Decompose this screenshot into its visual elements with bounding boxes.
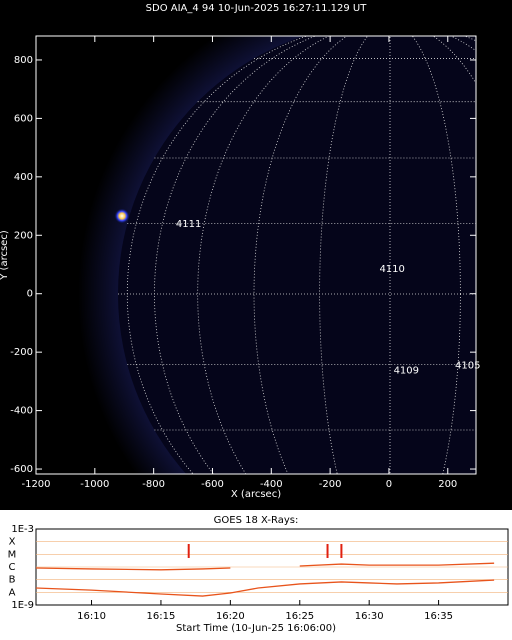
- x-tick-label: 16:15: [147, 611, 176, 622]
- heliographic-grid: [118, 36, 476, 474]
- y-label: Y (arcsec): [0, 230, 10, 281]
- flux-line: [35, 562, 495, 571]
- y-tick-label: -200: [10, 347, 33, 358]
- x-tick-label: 16:25: [285, 611, 314, 622]
- x-tick-label: -800: [142, 479, 165, 490]
- region-label: 4109: [394, 365, 419, 376]
- x-tick-label: 16:30: [355, 611, 384, 622]
- x-tick-label: 200: [438, 479, 457, 490]
- x-tick-label: -1200: [21, 479, 50, 490]
- goes-title: GOES 18 X-Rays:: [214, 515, 299, 526]
- plot-frame: [35, 35, 477, 475]
- class-label: X: [9, 537, 16, 548]
- x-tick-label: -400: [260, 479, 283, 490]
- x-tick-label: 16:20: [216, 611, 245, 622]
- class-label: M: [8, 549, 17, 560]
- goes-x-label: Start Time (10-Jun-25 16:06:00): [176, 623, 336, 634]
- y-tick-label: 0: [27, 289, 33, 300]
- sun-image: [78, 36, 476, 474]
- class-label: C: [9, 562, 16, 573]
- bottom-bg: [0, 510, 512, 640]
- class-label: A: [9, 587, 16, 598]
- flux-line: [35, 579, 495, 597]
- region-label: 4110: [379, 264, 404, 275]
- region-label: 4105: [455, 360, 480, 371]
- y-tick-label: 1E-9: [11, 600, 34, 611]
- y-tick-label: 1E-3: [11, 524, 34, 535]
- x-label: X (arcsec): [231, 489, 281, 500]
- y-tick-label: 800: [14, 55, 33, 66]
- x-tick-label: 16:10: [77, 611, 106, 622]
- title: SDO AIA_4 94 10-Jun-2025 16:27:11.129 UT: [146, 3, 368, 14]
- x-tick-label: 0: [386, 479, 392, 490]
- y-tick-label: 200: [14, 230, 33, 241]
- y-tick-label: 600: [14, 113, 33, 124]
- y-tick-label: -600: [10, 464, 33, 475]
- x-tick-label: -600: [201, 479, 224, 490]
- x-tick-label: -200: [319, 479, 342, 490]
- flare: [114, 208, 130, 224]
- y-tick-label: -400: [10, 406, 33, 417]
- class-label: B: [9, 575, 16, 586]
- x-tick-label: 16:35: [424, 611, 453, 622]
- y-tick-label: 400: [14, 172, 33, 183]
- solar-disk: [118, 36, 476, 474]
- x-tick-label: -1000: [80, 479, 109, 490]
- region-label: 4111: [176, 219, 201, 230]
